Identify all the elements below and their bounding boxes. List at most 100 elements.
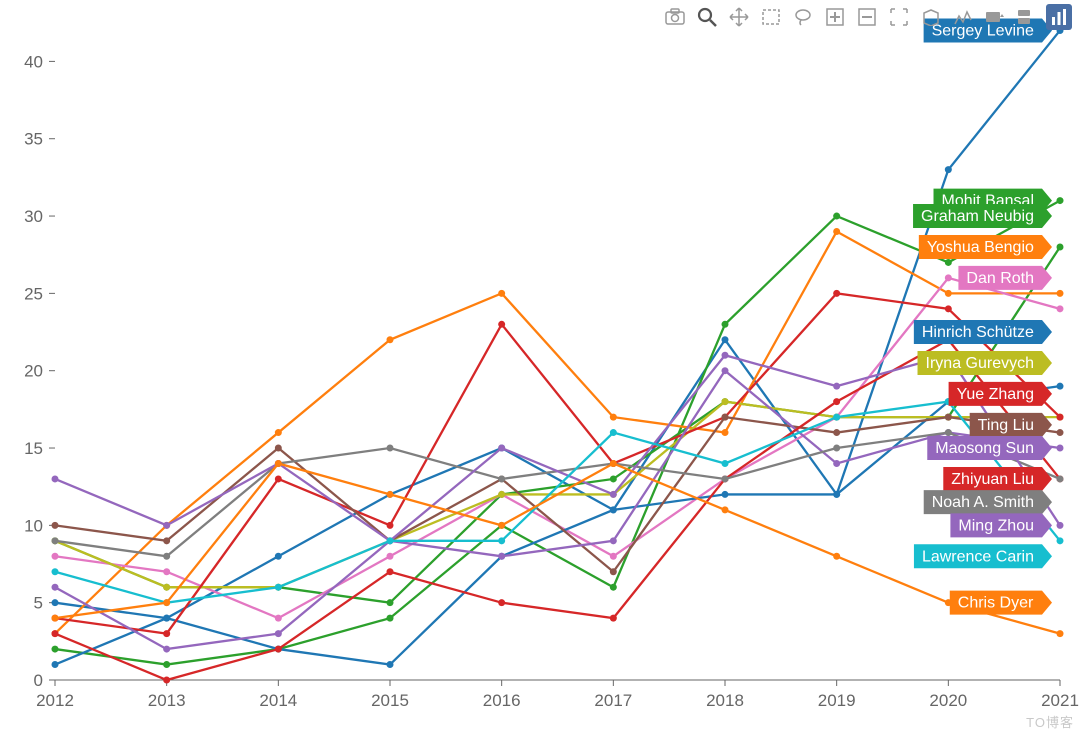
data-point[interactable] <box>163 677 170 684</box>
data-point[interactable] <box>1057 522 1064 529</box>
data-point[interactable] <box>498 522 505 529</box>
data-point[interactable] <box>610 537 617 544</box>
data-point[interactable] <box>1057 630 1064 637</box>
data-point[interactable] <box>275 460 282 467</box>
data-point[interactable] <box>1057 445 1064 452</box>
data-point[interactable] <box>610 460 617 467</box>
reset-icon[interactable] <box>918 4 944 30</box>
data-point[interactable] <box>275 615 282 622</box>
data-point[interactable] <box>163 630 170 637</box>
box-select-icon[interactable] <box>758 4 784 30</box>
data-point[interactable] <box>1057 414 1064 421</box>
data-point[interactable] <box>610 553 617 560</box>
spike-icon[interactable] <box>950 4 976 30</box>
camera-icon[interactable] <box>662 4 688 30</box>
hover-icon[interactable] <box>982 4 1008 30</box>
data-point[interactable] <box>387 661 394 668</box>
data-point[interactable] <box>833 213 840 220</box>
series-label[interactable]: Maosong Sun <box>927 436 1052 460</box>
data-point[interactable] <box>163 522 170 529</box>
data-point[interactable] <box>163 553 170 560</box>
series-label[interactable]: Iryna Gurevych <box>918 351 1052 375</box>
data-point[interactable] <box>498 491 505 498</box>
data-point[interactable] <box>52 568 59 575</box>
series-label[interactable]: Zhiyuan Liu <box>943 467 1052 491</box>
data-point[interactable] <box>610 568 617 575</box>
data-point[interactable] <box>52 522 59 529</box>
data-point[interactable] <box>387 522 394 529</box>
series-line[interactable] <box>55 293 1060 633</box>
data-point[interactable] <box>610 584 617 591</box>
plotly-logo-icon[interactable] <box>1046 4 1072 30</box>
data-point[interactable] <box>275 553 282 560</box>
data-point[interactable] <box>610 491 617 498</box>
data-point[interactable] <box>833 228 840 235</box>
data-point[interactable] <box>163 661 170 668</box>
series-label[interactable]: Ting Liu <box>970 413 1052 437</box>
data-point[interactable] <box>722 491 729 498</box>
pan-icon[interactable] <box>726 4 752 30</box>
data-point[interactable] <box>1057 475 1064 482</box>
data-point[interactable] <box>610 615 617 622</box>
zoom-out-icon[interactable] <box>854 4 880 30</box>
data-point[interactable] <box>833 429 840 436</box>
series-label[interactable]: Yoshua Bengio <box>919 235 1052 259</box>
data-point[interactable] <box>945 429 952 436</box>
data-point[interactable] <box>833 398 840 405</box>
data-point[interactable] <box>833 383 840 390</box>
data-point[interactable] <box>387 537 394 544</box>
data-point[interactable] <box>498 537 505 544</box>
data-point[interactable] <box>833 553 840 560</box>
data-point[interactable] <box>945 290 952 297</box>
data-point[interactable] <box>52 475 59 482</box>
data-point[interactable] <box>498 553 505 560</box>
autoscale-icon[interactable] <box>886 4 912 30</box>
data-point[interactable] <box>387 445 394 452</box>
data-point[interactable] <box>945 166 952 173</box>
data-point[interactable] <box>387 553 394 560</box>
data-point[interactable] <box>610 506 617 513</box>
data-point[interactable] <box>387 615 394 622</box>
data-point[interactable] <box>163 615 170 622</box>
lasso-icon[interactable] <box>790 4 816 30</box>
data-point[interactable] <box>1057 243 1064 250</box>
series-line[interactable] <box>55 232 1060 634</box>
data-point[interactable] <box>610 429 617 436</box>
series-label[interactable]: Yue Zhang <box>949 382 1052 406</box>
data-point[interactable] <box>52 661 59 668</box>
series-label[interactable]: Ming Zhou <box>950 513 1052 537</box>
data-point[interactable] <box>722 429 729 436</box>
data-point[interactable] <box>163 584 170 591</box>
data-point[interactable] <box>833 460 840 467</box>
data-point[interactable] <box>722 336 729 343</box>
data-point[interactable] <box>387 568 394 575</box>
data-point[interactable] <box>833 445 840 452</box>
data-point[interactable] <box>833 491 840 498</box>
data-point[interactable] <box>275 584 282 591</box>
data-point[interactable] <box>1057 197 1064 204</box>
compare-icon[interactable] <box>1014 4 1040 30</box>
data-point[interactable] <box>833 290 840 297</box>
data-point[interactable] <box>498 475 505 482</box>
data-point[interactable] <box>275 429 282 436</box>
data-point[interactable] <box>945 414 952 421</box>
data-point[interactable] <box>1057 429 1064 436</box>
data-point[interactable] <box>722 414 729 421</box>
data-point[interactable] <box>722 321 729 328</box>
series-label[interactable]: Graham Neubig <box>913 204 1052 228</box>
data-point[interactable] <box>275 630 282 637</box>
data-point[interactable] <box>945 274 952 281</box>
data-point[interactable] <box>163 599 170 606</box>
data-point[interactable] <box>945 259 952 266</box>
data-point[interactable] <box>163 646 170 653</box>
series-label[interactable]: Lawrence Carin <box>914 544 1052 568</box>
data-point[interactable] <box>1057 383 1064 390</box>
zoom-icon[interactable] <box>694 4 720 30</box>
data-point[interactable] <box>722 475 729 482</box>
data-point[interactable] <box>52 646 59 653</box>
data-point[interactable] <box>722 398 729 405</box>
data-point[interactable] <box>275 646 282 653</box>
data-point[interactable] <box>945 305 952 312</box>
data-point[interactable] <box>275 475 282 482</box>
data-point[interactable] <box>1057 290 1064 297</box>
